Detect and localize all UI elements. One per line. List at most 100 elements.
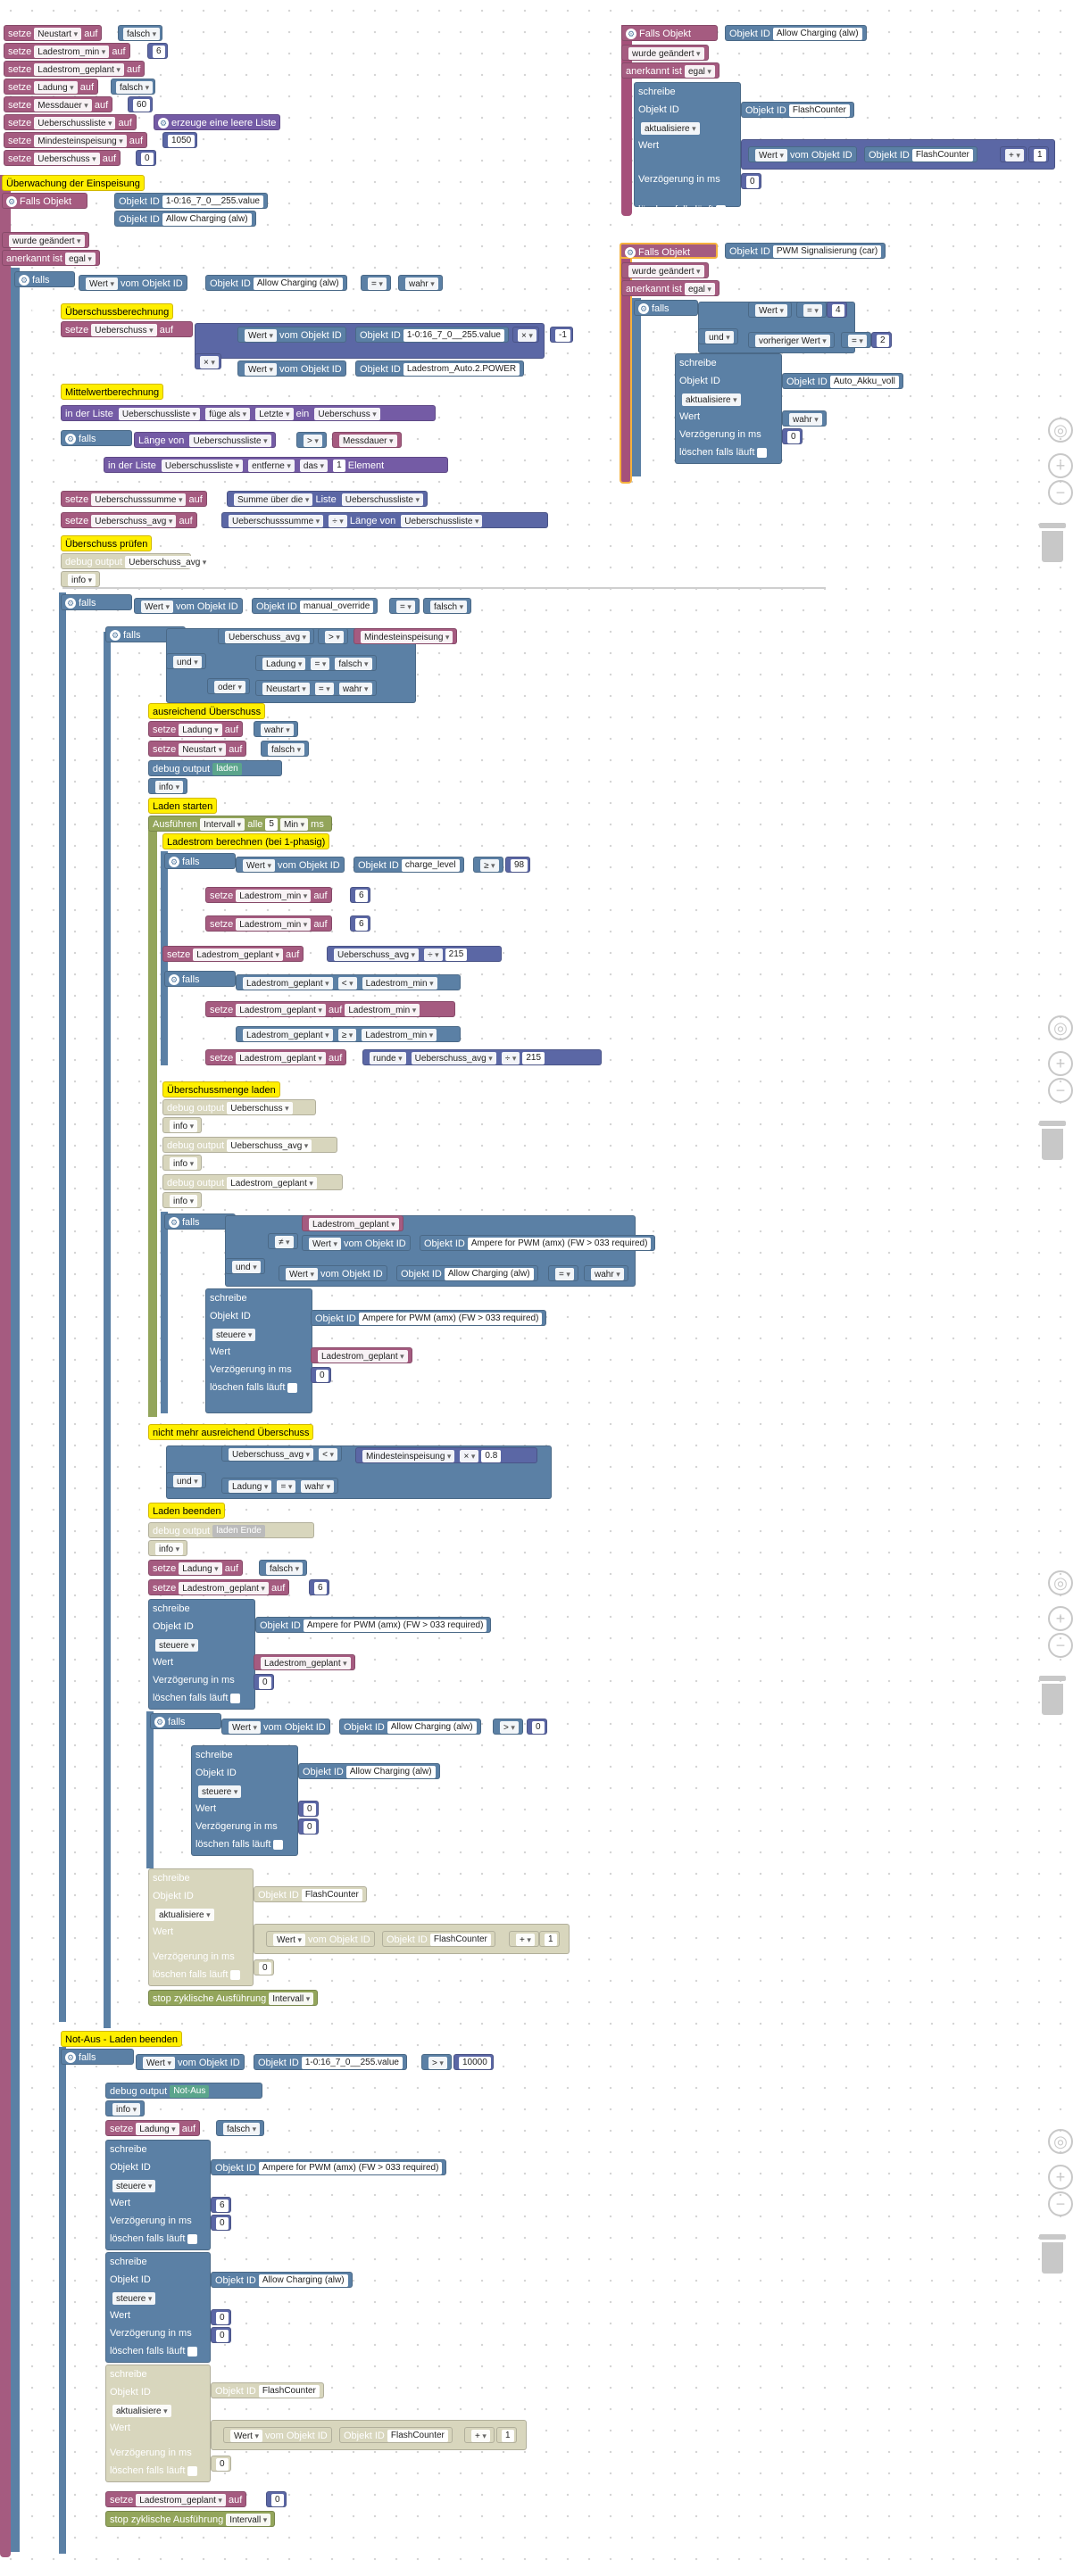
cond-wert-4[interactable]: Wert [748,302,792,318]
objekt-id-allow[interactable]: Objekt ID Allow Charging (alw) [396,1265,538,1281]
trigger2-wurde[interactable]: wurde geändert [621,45,709,61]
gear-icon[interactable]: ⚙ [625,247,636,259]
gear-icon[interactable]: ⚙ [154,1717,165,1728]
trigger2-falls-objekt[interactable]: ⚙ Falls Objekt [621,25,718,41]
write-flash-disabled-2[interactable]: schreibe Objekt ID aktualisiere Wert Ver… [105,2365,211,2482]
trigger-wurde-geaendert[interactable]: wurde geändert [2,232,89,248]
trash-icon[interactable] [1039,523,1066,562]
gear-icon[interactable]: ⚙ [626,29,636,40]
checkbox[interactable] [716,204,727,215]
var-lgeplant[interactable]: Ladestrom_geplant [302,1215,403,1231]
if-ampere[interactable]: ⚙ falls [164,1213,236,1230]
value-falsch[interactable]: falsch [423,598,472,614]
objekt-id-flash-d2[interactable]: Objekt ID FlashCounter [382,1931,495,1947]
value-zero[interactable]: 0 [298,1801,319,1817]
and-select[interactable]: und [166,1472,206,1488]
value-zero[interactable]: 0 [311,1367,331,1383]
debug-level[interactable]: info [162,1117,203,1133]
gear-icon[interactable]: ⚙ [110,630,121,642]
value-neustart[interactable]: falsch [118,25,163,41]
if-block[interactable]: ⚙ falls [14,271,75,287]
cond-avg-gt[interactable]: Ueberschuss_avg [218,628,315,644]
op-eq-2[interactable]: = [841,332,871,348]
write-akku[interactable]: schreibe Objekt ID aktualisiere Wert Ver… [675,353,782,464]
recenter-icon[interactable]: ◎ [1048,1015,1073,1040]
value-minus-one[interactable]: -1 [550,327,573,343]
cond-lgeplant-lt[interactable]: Ladestrom_geplant < Ladestrom_min [236,974,461,990]
recenter-icon[interactable]: ◎ [1048,418,1073,443]
value-zero[interactable]: 0 [211,2309,231,2325]
value-leere-liste[interactable]: ⚙ erzeuge eine leere Liste [154,114,281,130]
gear-icon[interactable]: ⚙ [169,974,179,986]
op-eq[interactable]: = [548,1265,578,1281]
value-zero-d2[interactable]: 0 [211,2456,231,2472]
action-select[interactable]: aktualisiere [110,2405,206,2423]
comment-ueberschussberechnung[interactable]: Überschussberechnung [61,303,174,319]
wert-allow[interactable]: Wert vom Objekt ID [279,1265,387,1281]
checkbox[interactable] [187,2233,198,2244]
zoom-in-icon[interactable]: + [1048,1606,1073,1631]
trash-icon[interactable] [1039,1676,1066,1715]
action-select[interactable]: steuere [110,2180,206,2198]
objekt-id-akku[interactable]: Objekt ID Auto_Akku_voll [782,373,903,389]
and-select[interactable]: und [225,1258,265,1274]
comment-ausreichend[interactable]: ausreichend Überschuss [148,703,266,719]
checkbox[interactable] [230,1969,241,1980]
if-lgeplant[interactable]: ⚙ falls [164,971,236,987]
objekt-id-flash-d[interactable]: Objekt ID FlashCounter [254,1886,367,1902]
objekt-id-einsp-2[interactable]: Objekt ID 1-0:16_7_0__255.value [254,2054,407,2070]
comment-laden-starten[interactable]: Laden starten [148,798,218,814]
value-ueberschuss[interactable]: 0 [136,150,156,166]
summe-ueber-liste[interactable]: Summe über die Liste Ueberschussliste [227,491,428,507]
value-wahr[interactable]: wahr [254,721,298,737]
value-zero[interactable]: 0 [741,173,761,189]
comment-nicht-mehr[interactable]: nicht mehr ausreichend Überschuss [148,1424,314,1440]
op-ge[interactable]: ≥ [473,857,503,873]
if-charge-level[interactable]: ⚙ falls [164,853,236,869]
write-ampere-end[interactable]: schreibe Objekt ID steuere Wert Verzöger… [148,1599,255,1710]
op-gt[interactable]: > [421,2054,452,2070]
gear-icon[interactable]: ⚙ [19,275,29,286]
op-gt[interactable]: > [493,1719,523,1735]
value-falsch[interactable]: falsch [261,741,310,757]
action-select[interactable]: steuere [195,1785,294,1803]
comment-ueberwachung[interactable]: Überwachung der Einspeisung [2,175,145,191]
avg-division[interactable]: Ueberschusssumme ÷ Länge von Ueberschuss… [221,512,548,528]
objekt-id-ampere[interactable]: Objekt ID Ampere for PWM (amx) (FW > 033 … [420,1235,656,1251]
loeschen-label[interactable]: löschen falls läuft [195,1839,294,1857]
op-gt[interactable]: > [318,628,348,644]
and-select[interactable]: und [166,653,206,669]
gear-icon[interactable]: ⚙ [169,1217,179,1229]
gear-icon[interactable]: ⚙ [6,196,17,208]
loeschen-label[interactable]: löschen falls läuft [110,2233,206,2251]
checkbox[interactable] [230,1693,241,1703]
value-falsch[interactable]: falsch [216,2120,265,2136]
zoom-in-icon[interactable]: + [1048,1051,1073,1076]
value-98[interactable]: 98 [505,857,531,873]
var-lgeplant-2[interactable]: Ladestrom_geplant [311,1347,412,1363]
value-zero-d[interactable]: 0 [254,1959,274,1975]
zoom-out-icon[interactable]: − [1048,2191,1073,2216]
if-ausreichend[interactable]: ⚙ falls [105,626,186,642]
op-plus-d2[interactable]: + [464,2427,495,2443]
checkbox[interactable] [273,1839,284,1850]
value-zero[interactable]: 0 [266,2491,287,2507]
checkbox[interactable] [187,2346,198,2357]
eq-op[interactable]: = [361,275,391,291]
value-wahr[interactable]: wahr [398,275,443,291]
debug-level[interactable]: info [162,1192,203,1208]
objekt-id-allow-4[interactable]: Objekt ID Allow Charging (alw) [211,2272,353,2288]
write-ampere[interactable]: schreibe Objekt ID steuere Wert Verzöger… [205,1288,312,1413]
objekt-id-ampere-3[interactable]: Objekt ID Ampere for PWM (amx) (FW > 033 … [255,1617,492,1633]
action-select[interactable]: steuere [153,1639,251,1657]
or-select[interactable]: oder [207,678,251,694]
stop-interval-2[interactable]: stop zyklische Ausführung Intervall [105,2511,276,2527]
objekt-id-ampere-2[interactable]: Objekt ID Ampere for PWM (amx) (FW > 033 … [311,1310,547,1326]
